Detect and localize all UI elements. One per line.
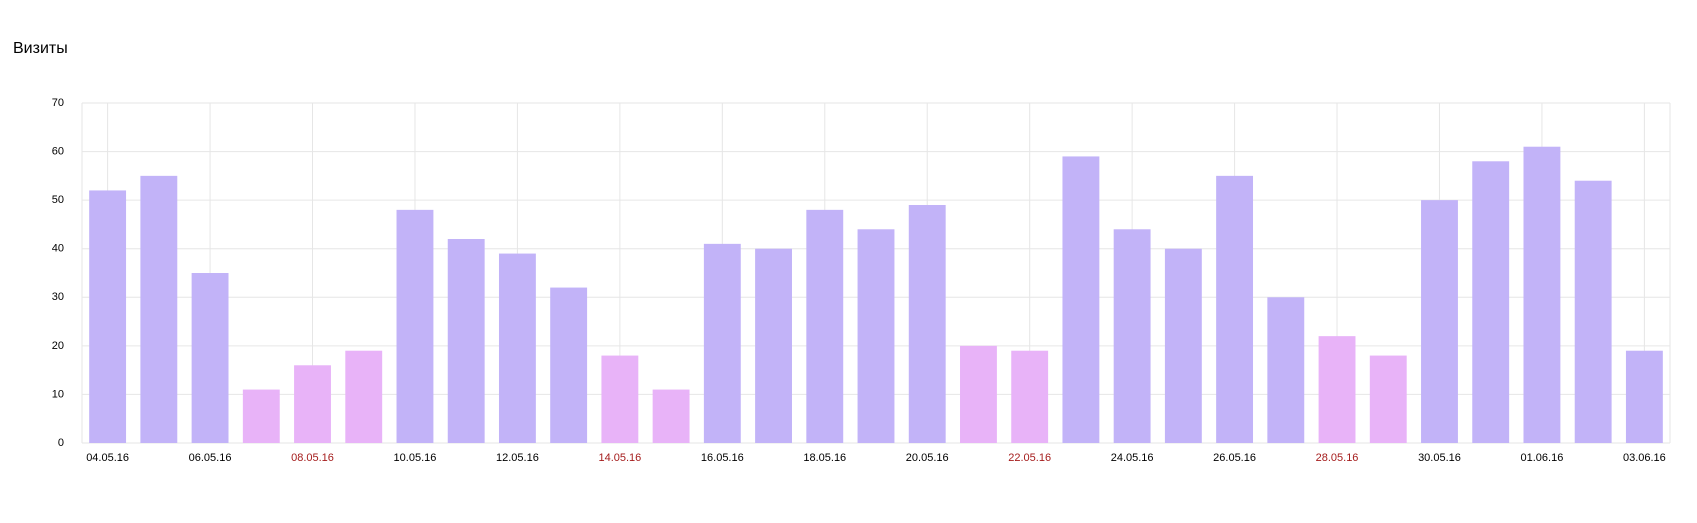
bar [1318, 336, 1356, 443]
bar [960, 345, 997, 443]
y-tick-label: 20 [52, 340, 64, 352]
x-tick-label: 06.05.16 [189, 452, 232, 464]
x-tick-label: 26.05.16 [1213, 452, 1256, 464]
x-tick-label: 10.05.16 [394, 452, 437, 464]
bar [1574, 180, 1612, 443]
bar [652, 389, 690, 443]
y-tick-label: 30 [52, 291, 64, 303]
bar [1164, 248, 1202, 443]
x-tick-label: 28.05.16 [1316, 452, 1359, 464]
x-tick-label: 30.05.16 [1418, 452, 1461, 464]
bar [601, 355, 639, 443]
y-tick-label: 10 [52, 388, 64, 400]
bar [1062, 156, 1100, 443]
bar [345, 350, 383, 443]
x-tick-label: 01.06.16 [1521, 452, 1564, 464]
x-tick-label: 08.05.16 [291, 452, 334, 464]
bar [806, 209, 844, 443]
bar [396, 209, 434, 443]
x-tick-label: 12.05.16 [496, 452, 539, 464]
bar [1216, 175, 1254, 443]
x-tick-label: 04.05.16 [86, 452, 129, 464]
bar [1625, 350, 1663, 443]
bar [242, 389, 280, 443]
bar [447, 239, 485, 443]
bar [498, 253, 536, 443]
x-tick-label: 14.05.16 [598, 452, 641, 464]
y-tick-label: 70 [52, 97, 64, 109]
bar [857, 229, 895, 443]
bar [550, 287, 588, 443]
bar [140, 175, 178, 443]
x-tick-label: 22.05.16 [1008, 452, 1051, 464]
bar [1523, 146, 1561, 443]
y-tick-label: 40 [52, 243, 64, 255]
bar [1011, 350, 1049, 443]
x-tick-label: 24.05.16 [1111, 452, 1154, 464]
bar [908, 205, 946, 443]
x-tick-label: 16.05.16 [701, 452, 744, 464]
y-tick-label: 50 [52, 194, 64, 206]
x-tick-label: 20.05.16 [906, 452, 949, 464]
chart-title: Визиты [13, 40, 68, 57]
y-tick-label: 0 [58, 437, 64, 449]
bar [1421, 200, 1458, 443]
bar [89, 190, 127, 443]
y-tick-label: 60 [52, 145, 64, 157]
bar [1113, 229, 1151, 443]
bar [703, 243, 741, 443]
x-tick-label: 18.05.16 [803, 452, 846, 464]
bar [1472, 161, 1510, 444]
bar [191, 273, 229, 443]
bar [294, 365, 331, 443]
bar [1369, 355, 1407, 443]
x-tick-label: 03.06.16 [1623, 452, 1666, 464]
bar [1267, 297, 1305, 443]
bar [755, 248, 792, 443]
